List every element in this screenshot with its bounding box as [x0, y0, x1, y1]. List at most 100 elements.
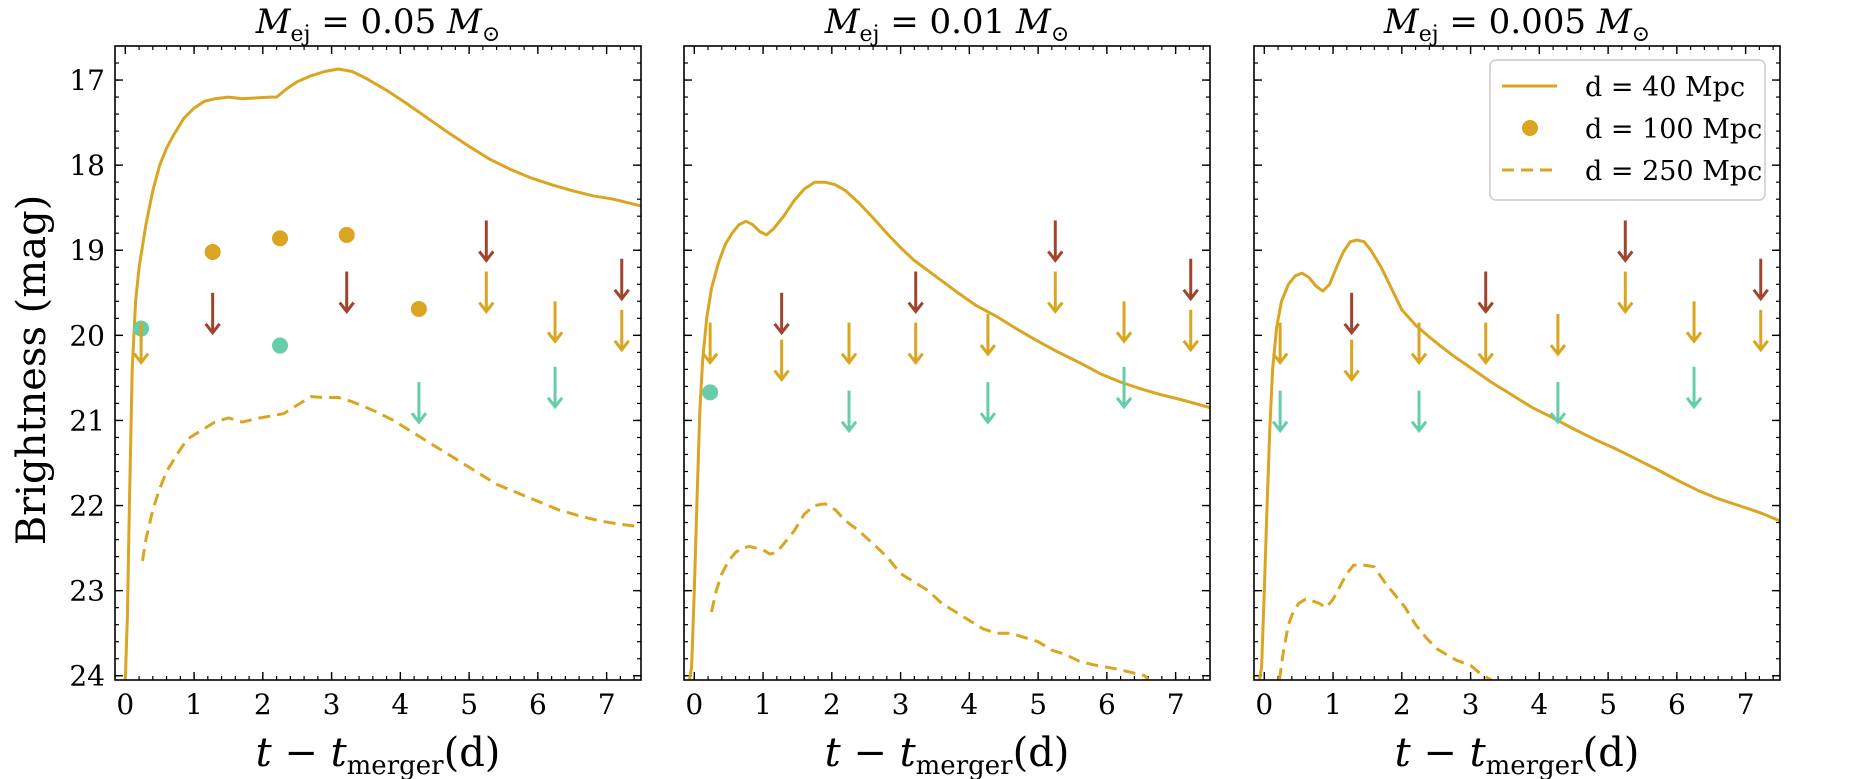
legend: d = 40 Mpc d = 100 Mpc d = 250 Mpc [1489, 59, 1766, 201]
series-line-250mpc [710, 502, 1151, 680]
x-tick-label: 4 [391, 688, 409, 721]
upper-limit-arrowhead [701, 352, 719, 366]
y-tick-label: 23 [69, 575, 105, 608]
upper-limit-arrowhead [546, 331, 564, 344]
upper-limit-arrowhead [840, 352, 858, 366]
upper-limit-arrowhead [1477, 352, 1494, 366]
upper-limit-arrowhead [1752, 288, 1769, 302]
upper-limit-arrowhead [1410, 420, 1428, 434]
x-label-sub: merger [916, 751, 1014, 779]
x-tick-label: 6 [529, 688, 547, 721]
title-value: = 0.01 [879, 2, 1016, 42]
x-label-main: t − t [1395, 730, 1487, 776]
x-label-tail: (d) [444, 730, 501, 776]
plot-data [1258, 220, 1780, 680]
data-point [702, 384, 719, 401]
data-point [338, 226, 355, 243]
title-unit-sub: ⊙ [482, 22, 500, 47]
title-value: = 0.05 [310, 2, 447, 42]
series-line-250mpc [141, 395, 641, 562]
x-tick-label: 3 [1462, 688, 1480, 721]
panel-title: Mej = 0.01 M⊙ [824, 2, 1070, 47]
x-tick-label: 4 [960, 688, 978, 721]
y-tick-label: 19 [69, 234, 105, 267]
upper-limit-arrowhead [338, 301, 355, 314]
x-tick-label: 7 [1167, 688, 1185, 721]
upper-limit-arrowhead [1685, 331, 1703, 344]
title-unit-sub: ⊙ [1051, 22, 1069, 47]
series-line-250mpc [1277, 563, 1492, 680]
upper-limit-arrowhead [1115, 396, 1133, 410]
y-tick-label: 22 [69, 490, 105, 523]
series-line-40mpc [123, 67, 641, 680]
upper-limit-arrowhead [1115, 331, 1133, 344]
upper-limit-arrowhead [204, 322, 221, 336]
title-unit-sub: ⊙ [1632, 22, 1650, 47]
title-unit: M [446, 2, 483, 42]
x-axis-label: t − tmerger(d) [256, 730, 501, 779]
plot-data [123, 67, 641, 680]
upper-limit-arrowhead [1617, 250, 1634, 263]
upper-limit-arrowhead [1343, 322, 1360, 336]
x-tick-label: 7 [1737, 688, 1755, 721]
title-sub: ej [1419, 22, 1439, 47]
y-tick-label: 17 [69, 64, 105, 97]
x-tick-label: 1 [754, 688, 772, 721]
upper-limit-arrowhead [1182, 339, 1199, 353]
title-value: = 0.005 [1439, 2, 1597, 42]
plot-frame [114, 45, 642, 681]
x-tick-label: 0 [116, 688, 134, 721]
data-point [272, 337, 289, 354]
upper-limit-arrowhead [1182, 288, 1199, 302]
upper-limit-arrowhead [1343, 369, 1360, 383]
upper-limit-arrowhead [907, 301, 924, 314]
x-axis-label: t − tmerger(d) [825, 730, 1070, 779]
upper-limit-arrowhead [478, 301, 495, 314]
upper-limit-arrowhead [1047, 301, 1064, 314]
x-tick-label: 5 [460, 688, 478, 721]
x-label-main: t − t [256, 730, 348, 776]
x-label-tail: (d) [1013, 730, 1070, 776]
x-tick-label: 3 [323, 688, 341, 721]
x-tick-label: 2 [823, 688, 841, 721]
upper-limit-arrowhead [773, 369, 790, 383]
upper-limit-arrowhead [1047, 250, 1064, 263]
x-tick-label: 0 [685, 688, 703, 721]
x-label-sub: merger [1486, 751, 1584, 779]
legend-box [1489, 59, 1766, 201]
title-var: M [824, 2, 861, 42]
upper-limit-arrowhead [907, 352, 924, 366]
title-sub: ej [860, 22, 880, 47]
y-axis-label: Brightness (mag) [9, 195, 55, 546]
plot-frame [1253, 45, 1781, 681]
x-axis-label: t − tmerger(d) [1395, 730, 1640, 779]
upper-limit-arrowhead [546, 396, 564, 410]
series-line-40mpc [1258, 238, 1780, 680]
upper-limit-arrowhead [1549, 412, 1567, 425]
upper-limit-arrowhead [1477, 301, 1494, 314]
x-tick-label: 0 [1255, 688, 1273, 721]
x-tick-label: 7 [598, 688, 616, 721]
upper-limit-arrowhead [613, 339, 630, 353]
upper-limit-arrowhead [1271, 352, 1289, 366]
x-tick-label: 3 [892, 688, 910, 721]
x-tick-label: 6 [1668, 688, 1686, 721]
upper-limit-arrowhead [1549, 344, 1567, 357]
x-tick-label: 5 [1599, 688, 1617, 721]
upper-limit-arrowhead [410, 412, 428, 425]
legend-label-100mpc: d = 100 Mpc [1585, 114, 1762, 145]
upper-limit-arrowhead [132, 352, 150, 366]
legend-label-250mpc: d = 250 Mpc [1585, 156, 1762, 187]
x-tick-label: 2 [1393, 688, 1411, 721]
panel-3: Mej = 0.005 M⊙0 1 2 3 4 5 6 7t − tmerger(d)d = … [1253, 2, 1781, 779]
upper-limit-arrowhead [1752, 339, 1769, 353]
panel-title: Mej = 0.05 M⊙ [255, 2, 501, 47]
legend-label-40mpc: d = 40 Mpc [1585, 72, 1745, 103]
series-line-40mpc [688, 180, 1210, 680]
upper-limit-arrowhead [979, 412, 997, 425]
title-sub: ej [291, 22, 311, 47]
x-tick-label: 1 [1324, 688, 1342, 721]
